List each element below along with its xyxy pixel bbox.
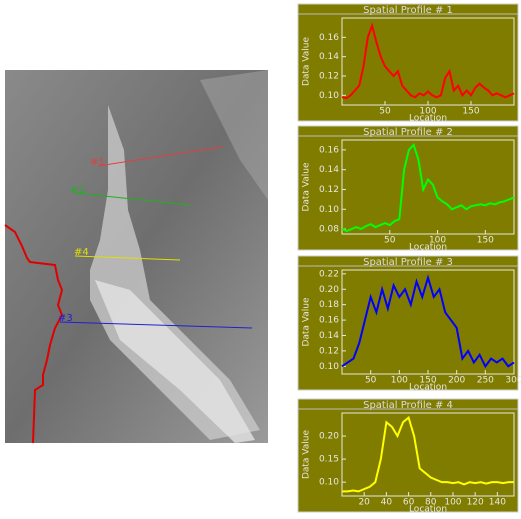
profile-label: #4 [74,247,89,258]
y-tick-label: 0.12 [319,72,339,82]
profile-label: #2 [70,185,85,196]
x-tick-label: 100 [391,376,408,386]
x-tick-label: 140 [489,498,506,508]
x-tick-label: 150 [477,236,494,246]
x-axis-label: Location [409,114,447,124]
y-tick-label: 0.14 [319,331,339,341]
y-tick-label: 0.10 [319,91,339,101]
y-axis-label: Data Value [302,37,312,87]
y-tick-label: 0.10 [319,478,339,488]
panel [298,4,518,121]
chart-title: Spatial Profile # 1 [363,5,453,16]
x-tick-label: 20 [358,498,370,508]
x-tick-label: 50 [384,236,396,246]
x-axis-label: Location [409,383,447,393]
y-tick-label: 0.14 [319,52,339,62]
y-tick-label: 0.18 [319,300,339,310]
profile-label: #3 [58,313,73,324]
screen: #1 #2 #4 #3 Spatial Profile # 1 0.10 0.12 0… [0,0,521,515]
y-tick-label: 0.10 [319,205,339,215]
y-tick-label: 0.12 [319,185,339,195]
x-tick-label: 150 [462,107,479,117]
x-axis-label: Location [409,505,447,515]
x-tick-label: 50 [365,376,377,386]
y-tick-label: 0.20 [319,285,339,295]
y-tick-label: 0.15 [319,455,339,465]
image-view: #1 #2 #4 #3 [5,70,268,443]
y-tick-label: 0.16 [319,316,339,326]
x-axis-label: Location [409,243,447,253]
x-tick-label: 40 [381,498,393,508]
y-tick-label: 0.16 [319,145,339,155]
profile-window: Spatial Profile # 2 0.08 0.10 0.12 0.14 0.16 5… [298,126,518,253]
y-tick-label: 0.16 [319,33,339,43]
chart-title: Spatial Profile # 4 [363,400,453,411]
chart-title: Spatial Profile # 2 [363,127,453,138]
y-tick-label: 0.22 [319,269,339,279]
y-axis-label: Data Value [302,297,312,347]
x-tick-label: 250 [477,376,494,386]
x-tick-label: 50 [379,107,391,117]
profile-window: Spatial Profile # 3 0.10 0.12 0.14 0.16 0.18 0… [298,256,521,393]
x-tick-label: 300 [505,376,521,386]
y-tick-label: 0.12 [319,346,339,356]
y-tick-label: 0.20 [319,432,339,442]
y-axis-label: Data Value [302,430,312,480]
y-tick-label: 0.14 [319,165,339,175]
x-tick-label: 120 [467,498,484,508]
y-axis-label: Data Value [302,162,312,212]
y-tick-label: 0.08 [319,225,339,235]
y-tick-label: 0.10 [319,362,339,372]
profile-label: #1 [90,157,105,168]
page: {"image": {"profile_labels": ["#1", "#2"… [0,0,521,515]
x-tick-label: 200 [448,376,465,386]
chart-title: Spatial Profile # 3 [363,257,453,268]
